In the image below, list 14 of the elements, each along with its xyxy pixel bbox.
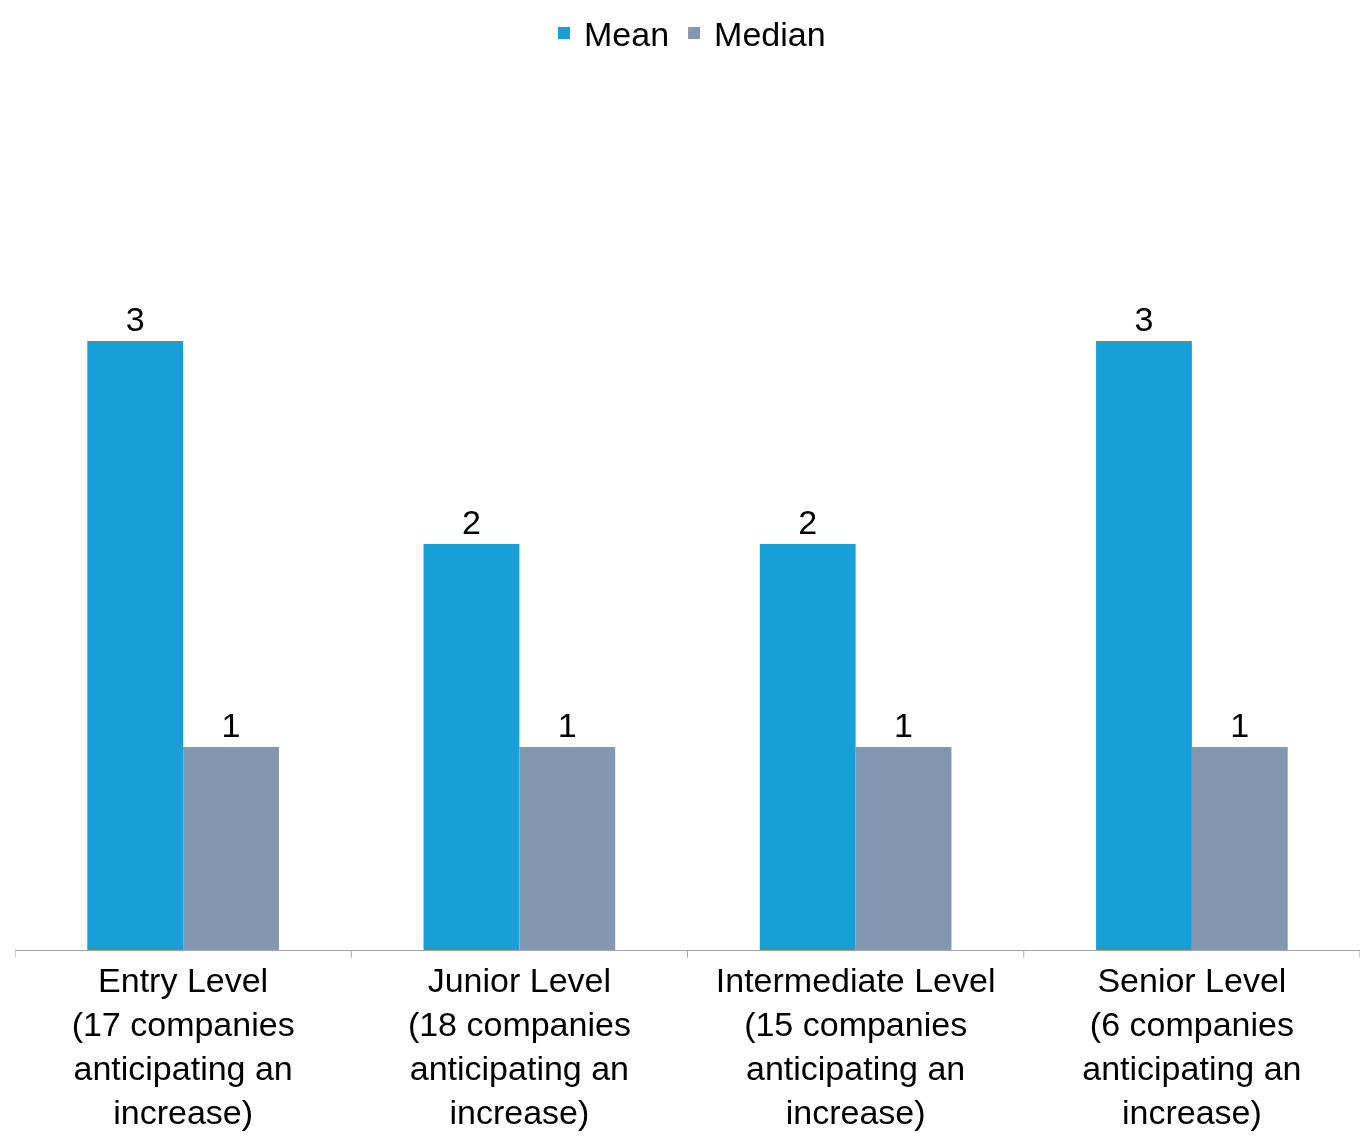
data-label: 2 — [798, 503, 818, 542]
data-label: 1 — [557, 706, 577, 745]
legend-label: Mean — [584, 15, 670, 54]
legend-label: Median — [714, 15, 826, 54]
data-label: 2 — [462, 503, 481, 542]
x-tick-label: Intermediate Level (15 companies anticipating an increase) — [715, 960, 996, 1132]
data-label: 1 — [221, 706, 241, 745]
data-label: 1 — [1230, 706, 1250, 745]
data-label: 3 — [1134, 300, 1154, 339]
x-tick-label: Entry Level (17 companies anticipating an increase) — [71, 960, 295, 1132]
x-tick-label: Senior Level (6 companies anticipating an increase) — [1082, 960, 1302, 1132]
x-tick-label: Junior Level (18 companies anticipating an increase) — [407, 960, 631, 1132]
data-label: 3 — [125, 300, 145, 339]
data-label: 1 — [894, 706, 914, 745]
